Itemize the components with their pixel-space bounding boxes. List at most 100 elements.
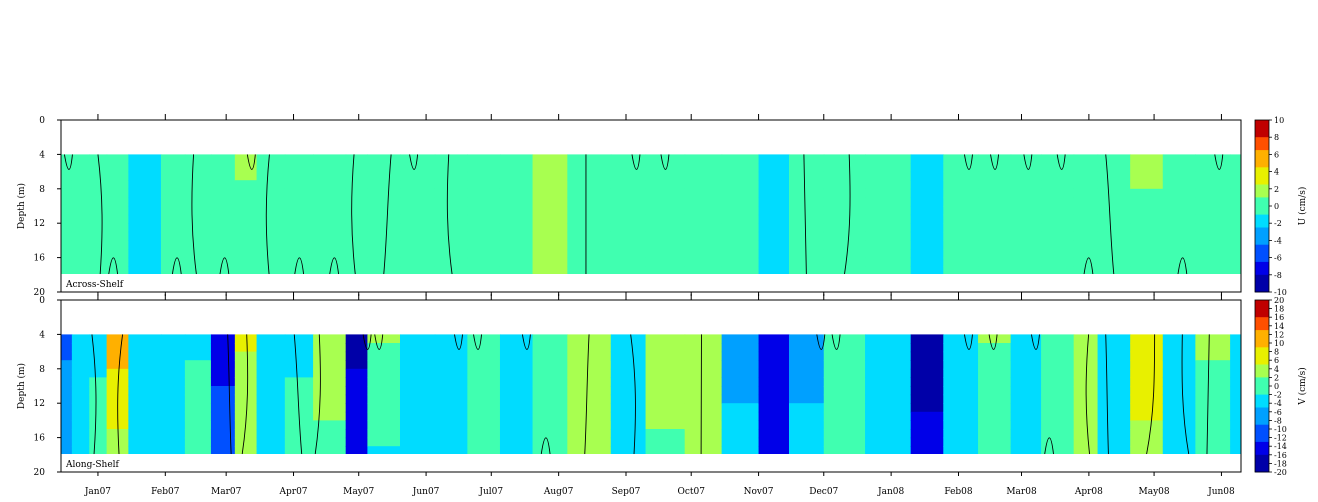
heatmap-cell xyxy=(184,154,212,164)
heatmap-cell xyxy=(345,446,369,454)
heatmap-cell xyxy=(684,223,723,233)
heatmap-cell xyxy=(256,377,286,387)
heatmap-cell xyxy=(645,411,686,421)
along-shelf-panel-label: Along-Shelf xyxy=(65,460,120,470)
heatmap-cell xyxy=(567,343,612,353)
heatmap-cell xyxy=(823,386,866,396)
heatmap-cell xyxy=(61,171,73,181)
heatmap-cell xyxy=(1130,206,1164,216)
heatmap-cell xyxy=(71,257,90,267)
x-tick-label: Oct07 xyxy=(677,487,705,497)
heatmap-cell xyxy=(256,249,286,259)
heatmap-cell xyxy=(865,163,912,173)
heatmap-cell xyxy=(1097,231,1131,241)
heatmap-cell xyxy=(400,420,436,430)
heatmap-cell xyxy=(313,411,347,421)
heatmap-cell xyxy=(313,377,347,387)
heatmap-cell xyxy=(434,223,468,233)
heatmap-cell xyxy=(160,197,186,207)
heatmap-cell xyxy=(434,214,468,224)
heatmap-cell xyxy=(499,231,534,241)
heatmap-cell xyxy=(499,403,534,413)
heatmap-cell xyxy=(128,154,162,164)
heatmap-cell xyxy=(367,403,401,413)
heatmap-cell xyxy=(823,334,866,344)
heatmap-cell xyxy=(71,377,90,387)
heatmap-cell xyxy=(758,223,790,233)
contour-line xyxy=(521,334,531,350)
heatmap-cell xyxy=(978,394,1012,404)
heatmap-cell xyxy=(256,197,286,207)
colorbar-tick-label: -6 xyxy=(1274,254,1282,263)
heatmap-cell xyxy=(400,403,436,413)
heatmap-cell xyxy=(978,231,1012,241)
colorbar-swatch xyxy=(1255,351,1269,357)
heatmap-cell xyxy=(160,446,186,454)
heatmap-cell xyxy=(1073,351,1099,361)
contour-line xyxy=(1056,154,1066,170)
heatmap-cell xyxy=(1130,223,1164,233)
heatmap-cell xyxy=(434,351,468,361)
heatmap-cell xyxy=(758,343,790,353)
contour-line xyxy=(1177,257,1188,274)
heatmap-cell xyxy=(367,386,401,396)
heatmap-cell xyxy=(1195,403,1231,413)
colorbar-swatch xyxy=(1255,424,1269,430)
heatmap-cell xyxy=(721,223,760,233)
heatmap-cell xyxy=(1162,437,1196,447)
heatmap-cell xyxy=(400,343,436,353)
heatmap-cell xyxy=(1130,231,1164,241)
heatmap-cell xyxy=(1162,214,1196,224)
heatmap-cell xyxy=(106,231,129,241)
colorbar-swatch xyxy=(1255,407,1269,413)
heatmap-cell xyxy=(1073,334,1099,344)
heatmap-cell xyxy=(400,334,436,344)
heatmap-cell xyxy=(1073,266,1099,274)
heatmap-cell xyxy=(1073,257,1099,267)
heatmap-cell xyxy=(721,188,760,198)
heatmap-cell xyxy=(1097,351,1131,361)
heatmap-cell xyxy=(1010,403,1042,413)
heatmap-cell xyxy=(1195,334,1231,344)
heatmap-cell xyxy=(788,188,825,198)
colorbar-swatch xyxy=(1255,150,1269,155)
heatmap-cell xyxy=(210,223,236,233)
heatmap-cell xyxy=(345,411,369,421)
colorbar-swatch xyxy=(1255,145,1269,151)
heatmap-cell xyxy=(210,360,236,370)
heatmap-cell xyxy=(1073,240,1099,250)
heatmap-cell xyxy=(367,231,401,241)
heatmap-cell xyxy=(943,420,979,430)
heatmap-cell xyxy=(160,437,186,447)
heatmap-cell xyxy=(645,420,686,430)
y-tick-label: 0 xyxy=(39,296,45,306)
heatmap-cell xyxy=(532,334,568,344)
heatmap-cell xyxy=(128,214,162,224)
heatmap-cell xyxy=(313,223,347,233)
heatmap-cell xyxy=(865,334,912,344)
heatmap-cell xyxy=(1162,446,1196,454)
heatmap-cell xyxy=(71,351,90,361)
heatmap-cell xyxy=(71,249,90,259)
heatmap-cell xyxy=(978,420,1012,430)
heatmap-cell xyxy=(910,411,944,421)
heatmap-cell xyxy=(499,223,534,233)
heatmap-cell xyxy=(1162,351,1196,361)
heatmap-cell xyxy=(1097,420,1131,430)
heatmap-cell xyxy=(345,334,369,344)
heatmap-cell xyxy=(567,171,612,181)
heatmap-cell xyxy=(1230,223,1241,233)
heatmap-cell xyxy=(684,360,723,370)
heatmap-cell xyxy=(788,154,825,164)
colorbar-swatch xyxy=(1255,253,1269,258)
heatmap-cell xyxy=(210,386,236,396)
heatmap-cell xyxy=(823,171,866,181)
heatmap-cell xyxy=(61,163,73,173)
heatmap-cell xyxy=(1041,437,1075,447)
heatmap-cell xyxy=(567,403,612,413)
colorbar-swatch xyxy=(1255,163,1269,168)
heatmap-cell xyxy=(499,420,534,430)
heatmap-cell xyxy=(645,394,686,404)
heatmap-cell xyxy=(467,206,501,216)
